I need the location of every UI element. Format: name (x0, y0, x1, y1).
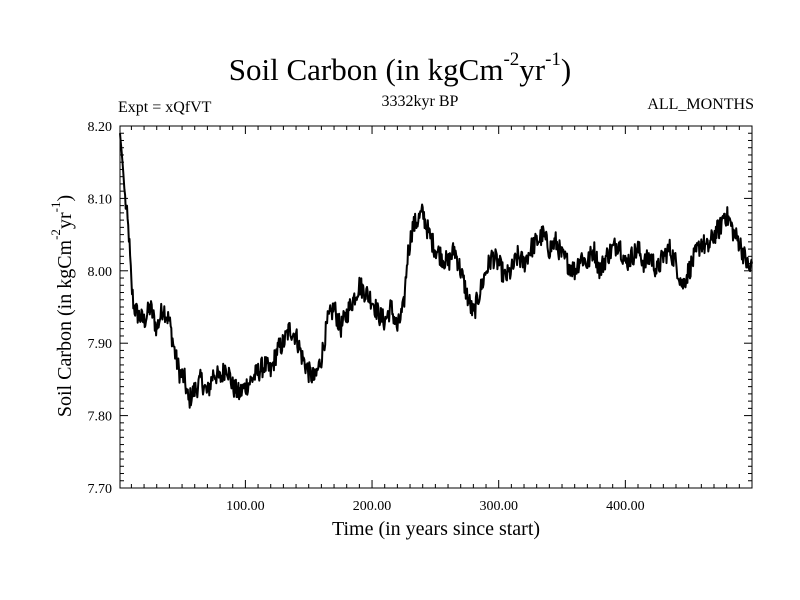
axis-ticks (120, 126, 752, 488)
title-exponent-1: -2 (503, 48, 520, 70)
months-label: ALL_MONTHS (647, 96, 754, 113)
title-main: Soil Carbon (in kgCm (228, 52, 504, 87)
title-mid: yr (519, 52, 546, 87)
y-tick-label: 7.70 (88, 482, 113, 497)
period-label: 3332kyr BP (381, 93, 459, 110)
y-tick-label: 8.10 (88, 192, 113, 207)
y-tick-label: 8.20 (88, 120, 113, 135)
x-tick-label: 400.00 (606, 499, 645, 514)
series-line-soil-carbon (119, 133, 753, 409)
title-exponent-2: -1 (545, 48, 561, 70)
x-tick-label: 200.00 (353, 499, 392, 514)
y-tick-label: 8.00 (88, 265, 113, 280)
experiment-label: Expt = xQfVT (118, 99, 212, 116)
y-tick-label: 7.90 (88, 337, 113, 352)
axis-tick-labels: 100.00 200.00 300.00 400.00 7.70 7.80 7.90 8.00… (88, 120, 645, 514)
chart-title: Soil Carbon (in kgCm-2yr-1) (0, 48, 800, 88)
y-tick-label: 7.80 (88, 410, 113, 425)
plot-frame (119, 125, 753, 489)
x-tick-label: 100.00 (226, 499, 265, 514)
title-end: ) (560, 52, 572, 87)
x-axis-label: Time (in years since start) (331, 518, 541, 540)
x-tick-label: 300.00 (479, 499, 518, 514)
